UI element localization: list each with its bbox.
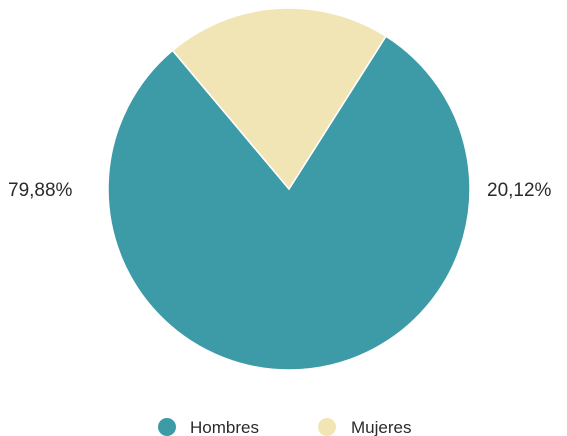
data-label-hombres: 79,88% (8, 180, 73, 201)
legend-swatch-mujeres (318, 418, 336, 436)
pie-slice-mujeres (171, 7, 388, 191)
legend: Hombres Mujeres (158, 418, 411, 436)
legend-label-mujeres: Mujeres (351, 418, 411, 436)
pie-slice-hombres (107, 35, 471, 371)
legend-label-hombres: Hombres (190, 418, 259, 436)
data-label-mujeres: 20,12% (487, 180, 552, 201)
pie-slices (107, 7, 471, 371)
data-labels: 79,88% 20,12% (8, 180, 552, 201)
legend-swatch-hombres (158, 418, 176, 436)
